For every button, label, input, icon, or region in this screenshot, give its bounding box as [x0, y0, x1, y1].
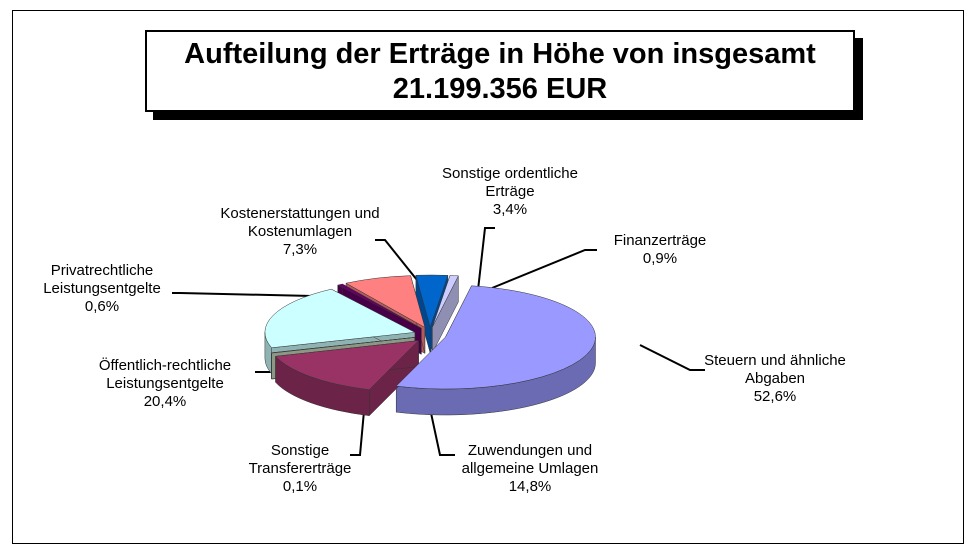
chart-title: Aufteilung der Erträge in Höhe von insge…: [145, 30, 855, 112]
slice-label: Steuern und ähnliche Abgaben 52,6%: [690, 352, 860, 406]
category-label: Privatrechtliche Leistungsentgelte: [43, 262, 161, 297]
value-label: 3,4%: [492, 201, 528, 218]
slice: [395, 285, 596, 390]
category-label: Zuwendungen und allgemeine Umlagen: [461, 442, 599, 477]
value-label: 0,6%: [84, 298, 120, 315]
slice-label: Privatrechtliche Leistungsentgelte 0,6%: [32, 262, 172, 316]
slice: [270, 337, 415, 354]
chart-frame: [12, 10, 964, 544]
category-label: Kostenerstattungen und Kostenumlagen: [220, 205, 380, 240]
slice: [275, 340, 420, 390]
category-label: Steuern und ähnliche Abgaben: [704, 352, 846, 387]
category-label: Finanzerträge: [613, 232, 707, 249]
value-label: 0,9%: [642, 250, 678, 267]
slice-label: Kostenerstattungen und Kostenumlagen 7,3%: [210, 205, 390, 259]
value-label: 0,1%: [282, 478, 318, 495]
value-label: 14,8%: [508, 478, 552, 495]
slice: [432, 275, 459, 328]
leader-line: [477, 227, 495, 291]
category-label: Öffentlich-rechtliche Leistungsentgelte: [98, 357, 232, 392]
value-label: 52,6%: [753, 388, 797, 405]
slice: [264, 288, 416, 349]
leader-line: [375, 239, 426, 291]
slice: [345, 275, 426, 328]
slice-label: Sonstige ordentliche Erträge 3,4%: [425, 165, 595, 219]
category-label: Sonstige ordentliche Erträge: [442, 165, 578, 200]
slice-label: Öffentlich-rechtliche Leistungsentgelte 2…: [80, 357, 250, 411]
category-label: Sonstige Transfererträge: [248, 442, 352, 477]
slice-label: Sonstige Transfererträge 0,1%: [235, 442, 365, 496]
slice-label: Zuwendungen und allgemeine Umlagen 14,8%: [440, 442, 620, 496]
value-label: 7,3%: [282, 241, 318, 258]
slice: [415, 274, 449, 328]
leader-line: [491, 249, 597, 289]
value-label: 20,4%: [143, 393, 187, 410]
slice: [337, 283, 422, 329]
leader-line: [639, 344, 705, 371]
slice-tops: [264, 274, 596, 390]
slice-label: Finanzerträge 0,9%: [595, 232, 725, 268]
